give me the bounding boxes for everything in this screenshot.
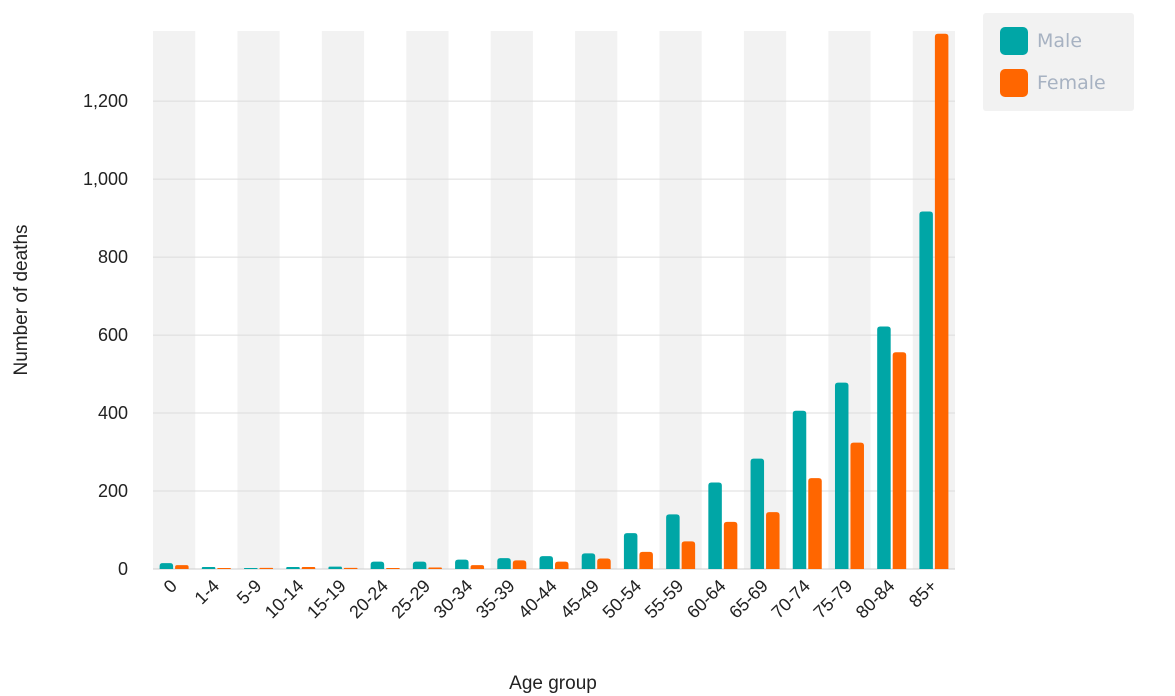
legend-label-male: Male — [1037, 30, 1083, 52]
bar-female-0[interactable] — [175, 565, 189, 569]
bar-male-40-44[interactable] — [539, 556, 554, 569]
y-tick-label: 400 — [98, 403, 128, 423]
bar-female-85+[interactable] — [934, 33, 949, 569]
category-band — [490, 31, 533, 569]
x-tick-label: 5-9 — [233, 576, 266, 609]
bar-male-30-34[interactable] — [455, 559, 469, 569]
x-tick-label: 45-49 — [556, 576, 603, 623]
x-tick-label: 85+ — [905, 576, 941, 612]
category-band — [743, 31, 787, 569]
category-band — [912, 31, 955, 569]
x-tick-label: 30-34 — [430, 576, 477, 623]
bar-male-65-69[interactable] — [750, 458, 765, 569]
bar-male-85+[interactable] — [919, 211, 933, 569]
x-tick-label: 50-54 — [599, 576, 646, 623]
bar-female-60-64[interactable] — [723, 521, 738, 569]
bar-male-45-49[interactable] — [581, 553, 596, 569]
x-tick-label: 20-24 — [345, 576, 392, 623]
x-tick-label: 1-4 — [191, 576, 224, 609]
bar-male-60-64[interactable] — [708, 482, 722, 569]
y-tick-label: 800 — [98, 247, 128, 267]
bar-male-0[interactable] — [159, 563, 174, 569]
x-axis-label: Age group — [509, 673, 597, 694]
bars — [159, 33, 949, 569]
x-tick-label: 80-84 — [852, 576, 899, 623]
category-band — [828, 31, 871, 569]
category-band — [153, 31, 196, 569]
bar-female-40-44[interactable] — [555, 561, 569, 569]
bar-female-10-14[interactable] — [301, 567, 316, 569]
bar-male-70-74[interactable] — [792, 410, 807, 569]
bar-male-5-9[interactable] — [244, 568, 258, 569]
x-tick-label: 35-39 — [472, 576, 519, 623]
y-tick-labels: 0 200 400 600 800 1,000 1,200 — [83, 91, 128, 579]
x-tick-label: 0 — [160, 576, 181, 597]
bar-male-25-29[interactable] — [412, 561, 427, 569]
legend: Male Female — [983, 13, 1134, 111]
x-tick-label: 65-69 — [725, 576, 772, 623]
bar-male-10-14[interactable] — [286, 567, 300, 569]
x-tick-label: 60-64 — [683, 576, 730, 623]
x-tick-label: 15-19 — [303, 576, 350, 623]
bar-female-15-19[interactable] — [343, 567, 358, 569]
x-tick-label: 25-29 — [387, 576, 434, 623]
category-bands — [153, 31, 955, 569]
bar-female-25-29[interactable] — [428, 567, 442, 569]
x-tick-label: 40-44 — [514, 576, 561, 623]
legend-item-male[interactable]: Male — [1000, 27, 1082, 55]
y-axis-label: Number of deaths — [11, 224, 32, 375]
bar-female-80-84[interactable] — [892, 352, 907, 569]
bar-male-20-24[interactable] — [370, 561, 385, 569]
x-tick-label: 70-74 — [767, 576, 814, 623]
category-band — [321, 31, 365, 569]
y-tick-label: 0 — [118, 559, 128, 579]
y-tick-label: 200 — [98, 481, 128, 501]
y-tick-label: 600 — [98, 325, 128, 345]
category-band — [575, 31, 618, 569]
bar-female-20-24[interactable] — [386, 568, 400, 569]
bar-female-55-59[interactable] — [681, 541, 696, 569]
bar-male-55-59[interactable] — [666, 514, 680, 569]
bar-female-45-49[interactable] — [597, 558, 611, 569]
bar-male-75-79[interactable] — [834, 382, 849, 569]
category-band — [659, 31, 702, 569]
category-band — [406, 31, 449, 569]
bar-male-35-39[interactable] — [497, 558, 511, 569]
x-tick-label: 55-59 — [641, 576, 688, 623]
bar-male-80-84[interactable] — [877, 326, 891, 569]
bar-female-75-79[interactable] — [850, 442, 864, 569]
bar-female-65-69[interactable] — [766, 512, 780, 569]
legend-label-female: Female — [1037, 72, 1106, 94]
x-tick-label: 10-14 — [261, 576, 308, 623]
x-tick-label: 75-79 — [810, 576, 857, 623]
bar-male-1-4[interactable] — [201, 567, 216, 569]
y-tick-label: 1,200 — [83, 91, 128, 111]
bar-female-30-34[interactable] — [470, 565, 485, 569]
category-band — [237, 31, 280, 569]
bar-female-35-39[interactable] — [512, 560, 527, 569]
bar-male-15-19[interactable] — [328, 566, 342, 569]
bar-female-5-9[interactable] — [259, 567, 274, 569]
bar-female-70-74[interactable] — [808, 478, 822, 569]
bar-female-50-54[interactable] — [639, 551, 653, 569]
bar-female-1-4[interactable] — [217, 568, 231, 569]
legend-swatch-female — [1000, 69, 1028, 97]
legend-swatch-male — [1000, 27, 1028, 55]
legend-item-female[interactable]: Female — [1000, 69, 1106, 97]
y-tick-label: 1,000 — [83, 169, 128, 189]
bar-male-50-54[interactable] — [623, 533, 638, 569]
x-tick-labels: 0 1-4 5-910-1415-1920-2425-2930-3435-3940-… — [160, 576, 941, 623]
